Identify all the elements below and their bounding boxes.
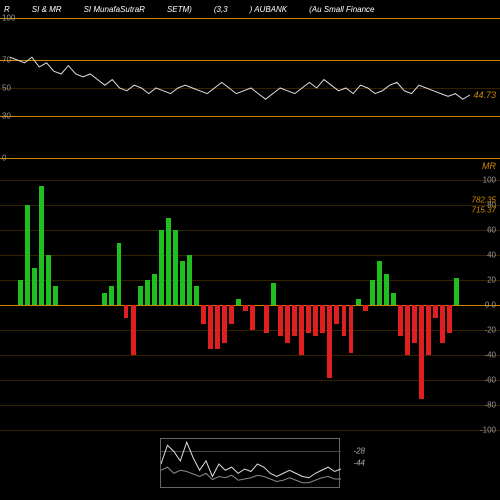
- mr-bar: [102, 293, 107, 306]
- hdr-5: ) AUBANK: [250, 5, 288, 14]
- hdr-6: (Au Small Finance: [309, 5, 374, 14]
- mr-bar: [53, 286, 58, 305]
- mr-value-label: 782.35: [472, 196, 496, 205]
- mr-bar: [306, 305, 311, 333]
- mr-bar: [236, 299, 241, 305]
- mr-bar: [229, 305, 234, 324]
- chart-header: R SI & MR SI MunafaSutraR SETM) (3,3 ) A…: [0, 0, 500, 18]
- axis-label: 0 0: [485, 301, 496, 310]
- mr-bar: [18, 280, 23, 305]
- mini-lines: [161, 439, 341, 489]
- mr-bar: [145, 280, 150, 305]
- mr-bar: [173, 230, 178, 305]
- mr-bar: [138, 286, 143, 305]
- axis-label: 20: [487, 276, 496, 285]
- mr-bar: [334, 305, 339, 324]
- gridline: [0, 158, 500, 159]
- mr-bar: [405, 305, 410, 355]
- gridline: [0, 355, 500, 356]
- hdr-2: SI MunafaSutraR: [84, 5, 145, 14]
- gridline: [0, 405, 500, 406]
- gridline: [0, 205, 500, 206]
- rsi-panel: 100705030044.73: [0, 18, 500, 158]
- rsi-value-label: 44.73: [473, 90, 496, 100]
- mr-bar: [109, 286, 114, 305]
- gridline: [0, 280, 500, 281]
- hdr-3: SETM): [167, 5, 192, 14]
- mini-panel: -28-44: [160, 438, 340, 488]
- mr-bar: [327, 305, 332, 378]
- mr-bar: [426, 305, 431, 355]
- mr-bar: [46, 255, 51, 305]
- mr-bar: [208, 305, 213, 349]
- mr-bar: [433, 305, 438, 318]
- mr-bar: [313, 305, 318, 336]
- gridline: [0, 430, 500, 431]
- mr-bar: [454, 278, 459, 306]
- gridline: [0, 230, 500, 231]
- mr-bar: [117, 243, 122, 306]
- hdr-0: R: [4, 5, 10, 14]
- mr-bar: [264, 305, 269, 333]
- mini-value-label: -28: [353, 447, 365, 456]
- axis-label: -100: [480, 426, 496, 435]
- mr-bar: [320, 305, 325, 333]
- mr-bar: [356, 299, 361, 305]
- mr-bar: [292, 305, 297, 336]
- gridline: [0, 380, 500, 381]
- gridline: [0, 180, 500, 181]
- mini-value-label: -44: [353, 459, 365, 468]
- mr-bar: [194, 286, 199, 305]
- mr-label: MR: [482, 161, 496, 171]
- mr-bar: [187, 255, 192, 305]
- mr-bar: [419, 305, 424, 399]
- mr-bar: [32, 268, 37, 306]
- mr-bar: [391, 293, 396, 306]
- axis-label: -60: [484, 376, 496, 385]
- mr-bar: [124, 305, 129, 318]
- mr-bar: [440, 305, 445, 343]
- axis-label: 100: [483, 176, 496, 185]
- mr-bar: [222, 305, 227, 343]
- axis-label: 60: [487, 226, 496, 235]
- mr-bar: [384, 274, 389, 305]
- axis-label: 40: [487, 251, 496, 260]
- mr-bar: [243, 305, 248, 311]
- gridline: [0, 255, 500, 256]
- mr-bar: [159, 230, 164, 305]
- mr-bar: [201, 305, 206, 324]
- mr-bar: [349, 305, 354, 353]
- mr-bar: [39, 186, 44, 305]
- mr-bar: [215, 305, 220, 349]
- mr-bar: [131, 305, 136, 355]
- rsi-line: [0, 18, 500, 158]
- axis-label: -80: [484, 401, 496, 410]
- hdr-4: (3,3: [214, 5, 228, 14]
- mr-bar: [271, 283, 276, 306]
- mr-bar: [180, 261, 185, 305]
- mr-bar: [342, 305, 347, 336]
- mr-value-label: 715.37: [472, 206, 496, 215]
- axis-label: -40: [484, 351, 496, 360]
- mr-bar: [25, 205, 30, 305]
- mr-bar: [250, 305, 255, 330]
- mr-bar: [278, 305, 283, 336]
- hdr-1: SI & MR: [32, 5, 62, 14]
- axis-label: -20: [484, 326, 496, 335]
- mr-bar: [412, 305, 417, 343]
- mr-bar: [285, 305, 290, 343]
- mr-panel: 100806040200 0-20-40-60-80-100MR782.3571…: [0, 180, 500, 430]
- mr-bar: [166, 218, 171, 306]
- mr-bar: [377, 261, 382, 305]
- mr-bar: [370, 280, 375, 305]
- mr-bar: [398, 305, 403, 336]
- mr-bar: [299, 305, 304, 355]
- mr-bar: [363, 305, 368, 311]
- mr-bar: [152, 274, 157, 305]
- mr-bar: [447, 305, 452, 333]
